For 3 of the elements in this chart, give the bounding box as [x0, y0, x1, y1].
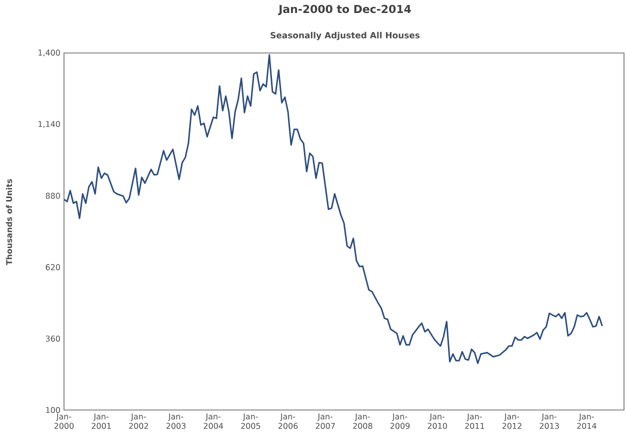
- chart-title: Jan-2000 to Dec-2014: [278, 4, 411, 16]
- line-series: [64, 54, 603, 364]
- chart-subtitle: Seasonally Adjusted All Houses: [270, 32, 420, 40]
